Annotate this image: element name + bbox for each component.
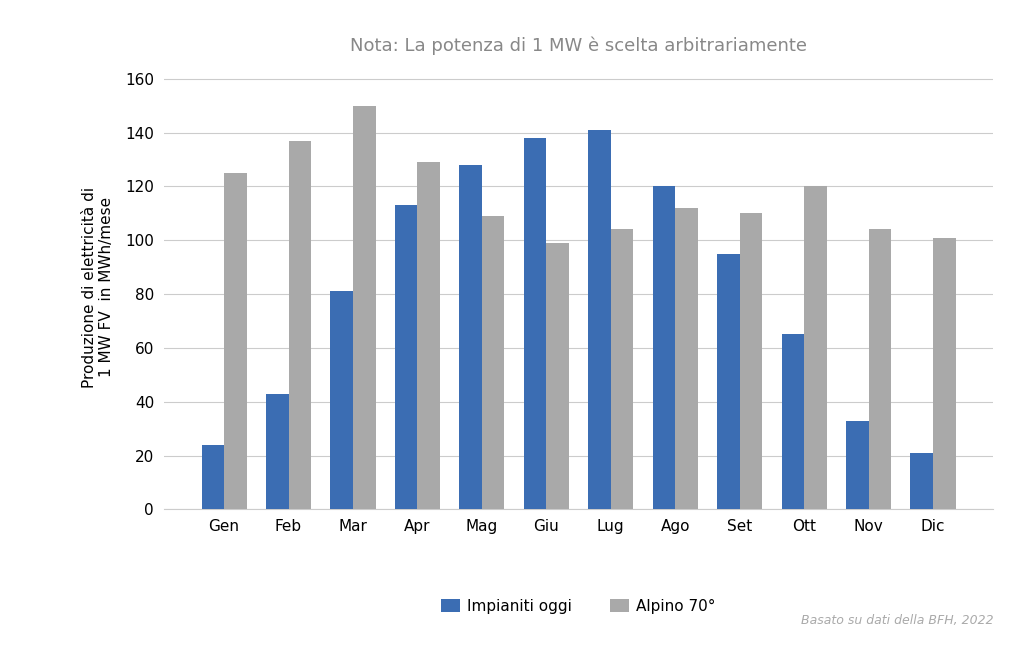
Legend: Impianiti oggi, Alpino 70°: Impianiti oggi, Alpino 70° bbox=[435, 592, 722, 620]
Bar bbox=[868, 229, 891, 509]
Bar bbox=[482, 216, 505, 509]
Bar bbox=[739, 214, 762, 509]
Bar bbox=[202, 445, 224, 509]
Bar bbox=[846, 421, 868, 509]
Bar bbox=[652, 186, 675, 509]
Text: Basato su dati della BFH, 2022: Basato su dati della BFH, 2022 bbox=[801, 614, 993, 627]
Bar bbox=[781, 334, 804, 509]
Bar bbox=[910, 453, 933, 509]
Bar bbox=[331, 291, 353, 509]
Bar bbox=[524, 138, 547, 509]
Bar bbox=[547, 243, 569, 509]
Title: Nota: La potenza di 1 MW è scelta arbitrariamente: Nota: La potenza di 1 MW è scelta arbitr… bbox=[350, 37, 807, 56]
Bar bbox=[675, 208, 697, 509]
Bar bbox=[717, 253, 739, 509]
Bar bbox=[460, 165, 482, 509]
Bar bbox=[266, 394, 289, 509]
Bar bbox=[395, 205, 418, 509]
Y-axis label: Produzione di elettricità di
1 MW FV  in MWh/mese: Produzione di elettricità di 1 MW FV in … bbox=[82, 187, 114, 388]
Bar bbox=[804, 186, 826, 509]
Bar bbox=[418, 162, 440, 509]
Bar bbox=[933, 238, 955, 509]
Bar bbox=[353, 106, 376, 509]
Bar bbox=[224, 173, 247, 509]
Bar bbox=[289, 140, 311, 509]
Bar bbox=[588, 130, 610, 509]
Bar bbox=[610, 229, 633, 509]
